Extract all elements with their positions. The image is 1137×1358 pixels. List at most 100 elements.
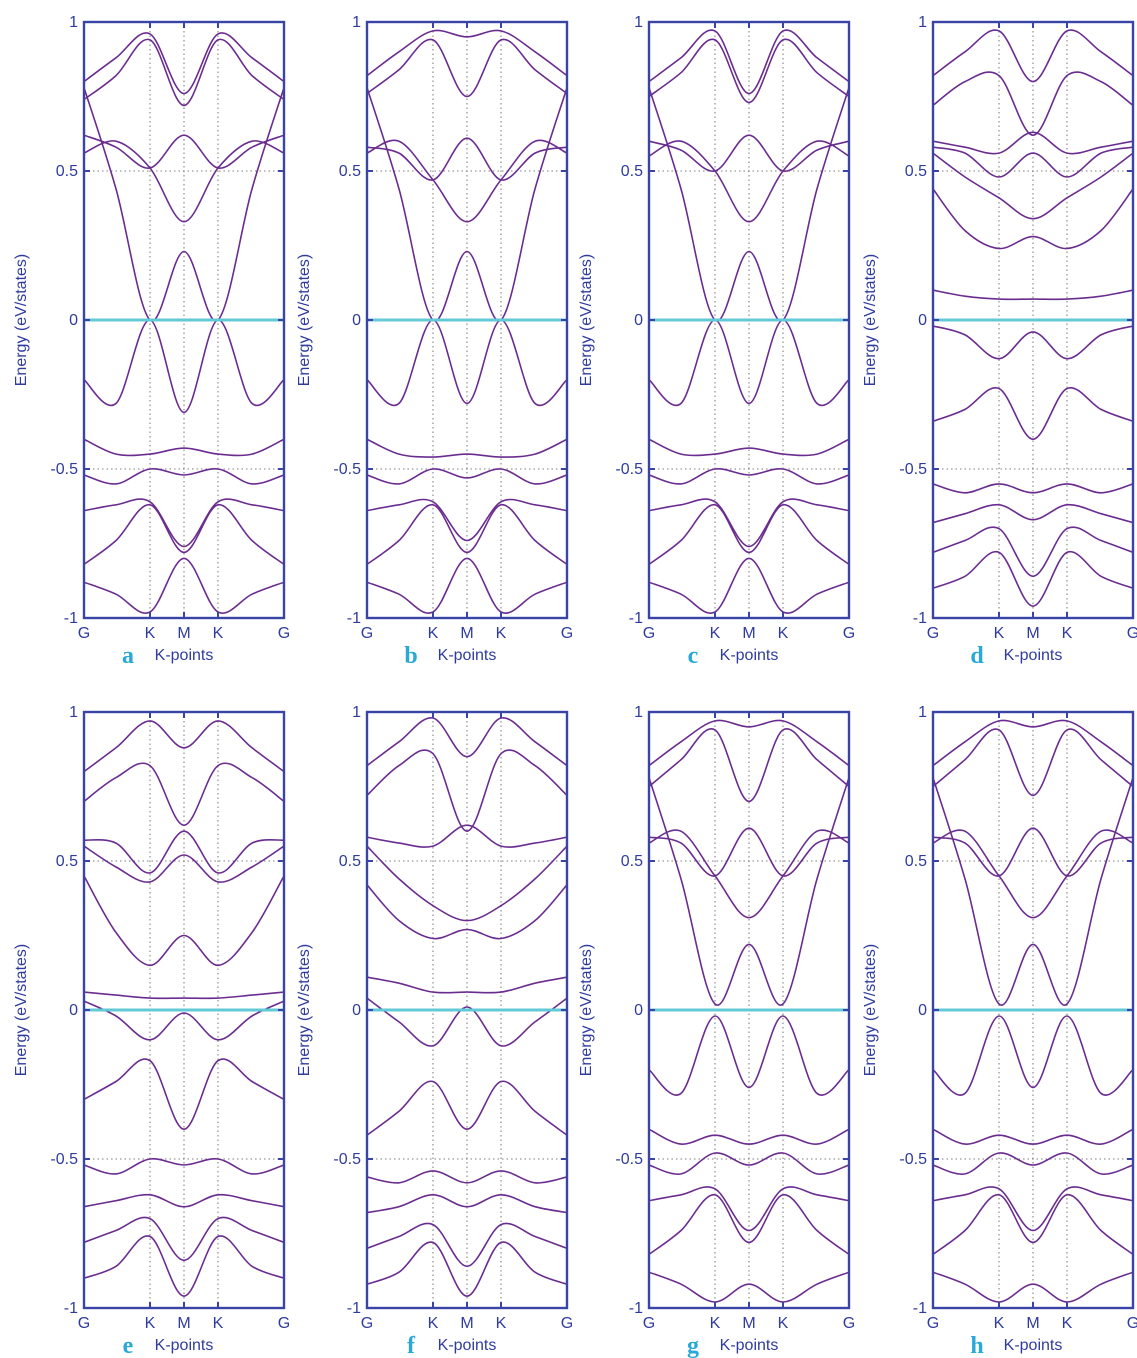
y-tick-label: -0.5 [50,461,78,478]
y-tick-label: -0.5 [333,461,361,478]
y-tick-label: 1 [69,704,78,721]
band-line-10 [933,503,1133,524]
band-line-1 [649,1015,849,1096]
band-line-9 [367,1193,567,1214]
band-line-10 [367,1222,567,1268]
band-line-8 [84,498,284,548]
band-line-4 [84,38,284,107]
band-line-2 [933,188,1133,250]
x-axis-title: K-points [1004,1337,1063,1354]
y-tick-label: 1 [634,14,643,31]
band-line-5 [367,749,567,833]
y-tick-label: 0.5 [621,163,643,180]
band-line-0 [367,87,567,322]
x-tick-label: K [496,1315,507,1332]
band-line-8 [367,1170,567,1184]
y-tick-label: 0 [918,312,927,329]
y-axis-title: Energy (eV/states) [578,254,595,387]
band-line-4 [933,728,1133,797]
y-tick-label: 1 [69,14,78,31]
band-line-10 [84,1216,284,1262]
band-line-7 [933,29,1133,83]
x-tick-label: M [1026,1315,1039,1332]
band-line-9 [933,1194,1133,1256]
x-tick-label: G [843,625,855,642]
x-tick-label: M [177,1315,190,1332]
band-line-3 [367,845,567,922]
band-line-5 [933,131,1133,155]
y-tick-label: 1 [918,14,927,31]
band-line-9 [649,504,849,566]
x-tick-label: M [1026,625,1039,642]
x-tick-label: K [145,1315,156,1332]
band-line-7 [367,468,567,485]
band-line-4 [367,38,567,98]
band-line-7 [84,1058,284,1131]
y-tick-label: 0.5 [905,163,927,180]
y-tick-label: 0.5 [339,853,361,870]
band-line-5 [367,29,567,77]
x-tick-label: G [278,1315,290,1332]
x-axis-title: K-points [155,1337,214,1354]
y-tick-label: -1 [347,610,361,627]
y-tick-label: 0.5 [56,853,78,870]
band-line-4 [367,824,567,848]
y-tick-label: 1 [352,704,361,721]
y-tick-label: -1 [913,1300,927,1317]
band-line-6 [649,1128,849,1145]
band-line-5 [84,32,284,95]
y-tick-label: -0.5 [899,461,927,478]
y-tick-label: 0 [69,1002,78,1019]
band-line-9 [84,504,284,566]
panel-letter: e [123,1333,134,1358]
y-tick-label: 0 [918,1002,927,1019]
band-line-4 [84,830,284,874]
x-tick-label: G [643,625,655,642]
band-line-2 [649,140,849,223]
y-tick-label: 0 [634,1002,643,1019]
y-tick-label: -0.5 [615,461,643,478]
x-tick-label: G [361,1315,373,1332]
y-axis-title: Energy (eV/states) [862,944,879,1077]
band-line-11 [84,1235,284,1297]
x-tick-label: K [778,1315,789,1332]
band-line-9 [367,504,567,566]
band-line-1 [367,319,567,407]
y-tick-label: -0.5 [615,1151,643,1168]
bands [84,720,284,1297]
y-tick-label: -1 [64,1300,78,1317]
y-tick-label: -1 [913,610,927,627]
x-axis-title: K-points [720,1337,779,1354]
bands [367,717,567,1297]
band-line-3 [367,137,567,181]
x-tick-label: K [710,625,721,642]
band-line-7 [649,468,849,485]
y-tick-label: 0 [69,312,78,329]
band-line-10 [367,557,567,614]
y-tick-label: 0.5 [339,163,361,180]
y-axis-title: Energy (eV/states) [13,944,30,1077]
band-line-1 [84,319,284,414]
band-line-1 [933,325,1133,360]
y-tick-label: 1 [918,704,927,721]
band-line-4 [933,146,1133,178]
band-line-8 [649,498,849,548]
panel-letter: g [687,1333,699,1358]
band-line-0 [84,87,284,322]
band-line-4 [649,38,849,104]
bands [367,29,567,614]
x-tick-label: M [460,625,473,642]
band-line-1 [367,997,567,1047]
bands [933,29,1133,607]
band-line-8 [367,498,567,542]
band-line-6 [367,717,567,767]
band-line-0 [933,289,1133,301]
x-tick-label: G [361,625,373,642]
